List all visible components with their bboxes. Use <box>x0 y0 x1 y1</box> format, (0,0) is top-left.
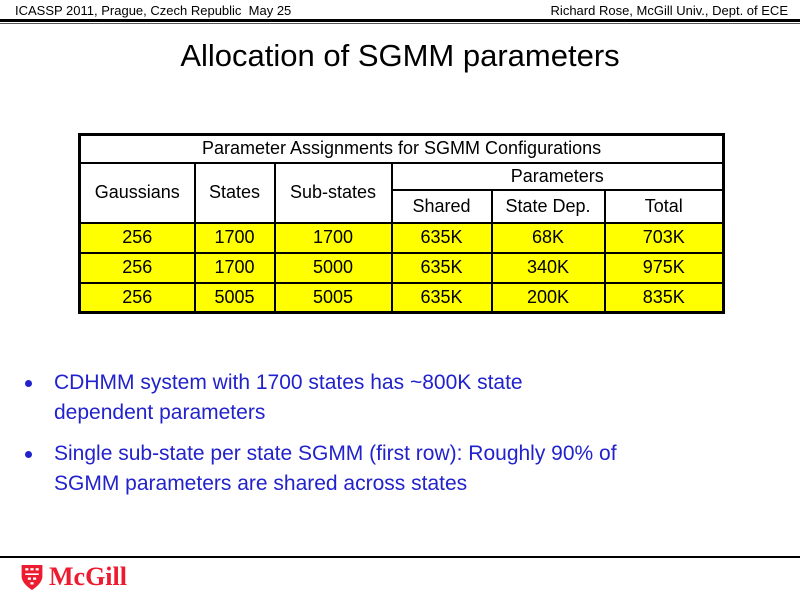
slide-header: ICASSP 2011, Prague, Czech Republic May … <box>0 3 800 19</box>
table-header-row: Gaussians States Sub-states Parameters <box>78 161 725 224</box>
cell: 1700 <box>273 221 393 254</box>
bullet-line: CDHMM system with 1700 states has ~800K … <box>54 371 523 394</box>
cell: 5005 <box>193 281 276 314</box>
col-header-states: States <box>193 161 276 224</box>
cell: 1700 <box>193 221 276 254</box>
mcgill-shield-icon <box>21 564 43 590</box>
bullet-dot-icon <box>25 451 32 458</box>
col-header-shared: Shared <box>390 188 493 224</box>
header-rule <box>0 19 800 24</box>
col-header-gaussians: Gaussians <box>78 161 196 224</box>
bullet-item-substate: Single sub-state per state SGMM (first r… <box>20 439 788 499</box>
table-row: 256 1700 5000 635K 340K 975K <box>78 251 725 284</box>
header-rule-thin <box>0 23 800 24</box>
mcgill-logo: McGill <box>20 562 127 592</box>
col-header-sub-states: Sub-states <box>273 161 393 224</box>
cell: 68K <box>490 221 606 254</box>
cell: 635K <box>390 221 493 254</box>
bullet-line: SGMM parameters are shared across states <box>54 472 468 495</box>
col-header-state-dep: State Dep. <box>490 188 606 224</box>
cell: 256 <box>78 221 196 254</box>
cell: 635K <box>390 281 493 314</box>
author-info: Richard Rose, McGill Univ., Dept. of ECE <box>550 3 788 18</box>
bullet-line: dependent parameters <box>54 401 266 424</box>
table-caption-row: Parameter Assignments for SGMM Configura… <box>78 133 725 164</box>
footer-rule <box>0 556 800 558</box>
col-group-parameters: Parameters <box>390 161 725 191</box>
cell: 703K <box>603 221 725 254</box>
cell: 5000 <box>273 251 393 284</box>
bullet-item-cdhmm: CDHMM system with 1700 states has ~800K … <box>20 368 788 428</box>
cell: 1700 <box>193 251 276 284</box>
cell: 340K <box>490 251 606 284</box>
table-caption: Parameter Assignments for SGMM Configura… <box>78 133 725 164</box>
header-rule-thick <box>0 19 800 22</box>
col-header-total: Total <box>603 188 725 224</box>
bullet-dot-icon <box>25 380 32 387</box>
cell: 835K <box>603 281 725 314</box>
sgmm-parameters-table: Parameter Assignments for SGMM Configura… <box>78 133 726 314</box>
cell: 256 <box>78 251 196 284</box>
cell: 200K <box>490 281 606 314</box>
cell: 256 <box>78 281 196 314</box>
page-title: Allocation of SGMM parameters <box>180 38 620 73</box>
conference-info: ICASSP 2011, Prague, Czech Republic May … <box>15 3 292 18</box>
cell: 975K <box>603 251 725 284</box>
table-row: 256 5005 5005 635K 200K 835K <box>78 281 725 314</box>
table-row: 256 1700 1700 635K 68K 703K <box>78 221 725 254</box>
bullet-text: Single sub-state per state SGMM (first r… <box>54 439 788 499</box>
mcgill-wordmark: McGill <box>49 562 127 591</box>
cell: 5005 <box>273 281 393 314</box>
bullet-list: CDHMM system with 1700 states has ~800K … <box>20 368 788 510</box>
table-subheader-row: Shared State Dep. Total <box>80 188 725 224</box>
cell: 635K <box>390 251 493 284</box>
bullet-line: Single sub-state per state SGMM (first r… <box>54 442 617 465</box>
bullet-text: CDHMM system with 1700 states has ~800K … <box>54 368 788 428</box>
